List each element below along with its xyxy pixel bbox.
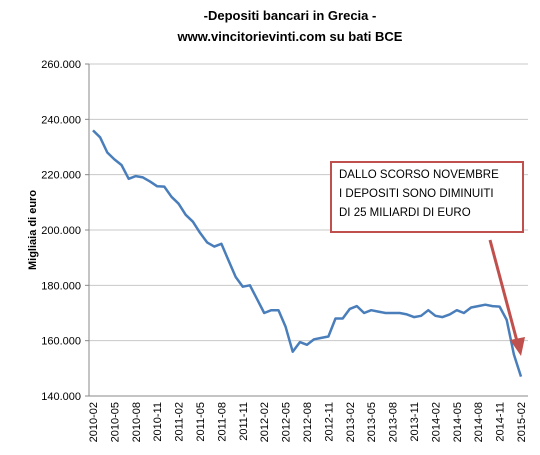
x-tick-label: 2014-05	[452, 402, 464, 442]
plot-area: 140.000 160.000 180.000 200.000 220.000 240.0…	[41, 59, 528, 442]
x-tick-label: 2014-11	[495, 402, 507, 442]
x-tick-label: 2011-02	[174, 402, 186, 442]
chart-subtitle: www.vincitorievinti.com su bati BCE	[177, 29, 403, 44]
annotation-line: DALLO SCORSO NOVEMBRE	[339, 169, 499, 181]
y-tick-label: 140.000	[41, 391, 81, 403]
annotation-arrowhead	[510, 337, 525, 356]
x-tick-label: 2013-02	[345, 402, 357, 442]
x-tick-label: 2012-05	[281, 402, 293, 442]
x-tick-label: 2012-11	[323, 402, 335, 442]
x-tick-label: 2014-08	[473, 402, 485, 442]
x-tick-label: 2011-11	[238, 402, 250, 441]
x-tick-label: 2015-02	[516, 402, 528, 442]
y-tick-label: 240.000	[41, 114, 81, 126]
y-tick-label: 260.000	[41, 59, 81, 71]
data-line	[92, 129, 523, 377]
x-tick-label: 2010-05	[109, 402, 121, 442]
x-tick-label: 2014-02	[430, 402, 442, 442]
x-tick-label: 2011-05	[195, 402, 207, 442]
x-tick-label: 2012-02	[259, 402, 271, 442]
x-tick-label: 2010-02	[88, 402, 100, 442]
chart-title: -Depositi bancari in Grecia -	[204, 8, 377, 23]
annotation-line: I DEPOSITI SONO DIMINUITI	[339, 188, 494, 200]
y-tick-label: 200.000	[41, 225, 81, 237]
x-tick-label: 2013-11	[409, 402, 421, 442]
y-tick-label: 220.000	[41, 170, 81, 182]
x-tick-label: 2013-05	[366, 402, 378, 442]
x-tick-label: 2012-08	[302, 402, 314, 442]
annotation-line: DI 25 MILIARDI DI EURO	[339, 207, 471, 219]
y-tick-label: 180.000	[41, 280, 81, 292]
x-tick-label: 2010-08	[131, 402, 143, 442]
annotation-arrow	[488, 239, 520, 346]
y-tick-label: 160.000	[41, 336, 81, 348]
y-axis-label: Migliaia di euro	[27, 190, 39, 270]
x-tick-label: 2011-08	[216, 402, 228, 442]
x-tick-label: 2013-08	[388, 402, 400, 442]
annotation-box	[330, 161, 524, 233]
x-tick-label: 2010-11	[152, 402, 164, 442]
